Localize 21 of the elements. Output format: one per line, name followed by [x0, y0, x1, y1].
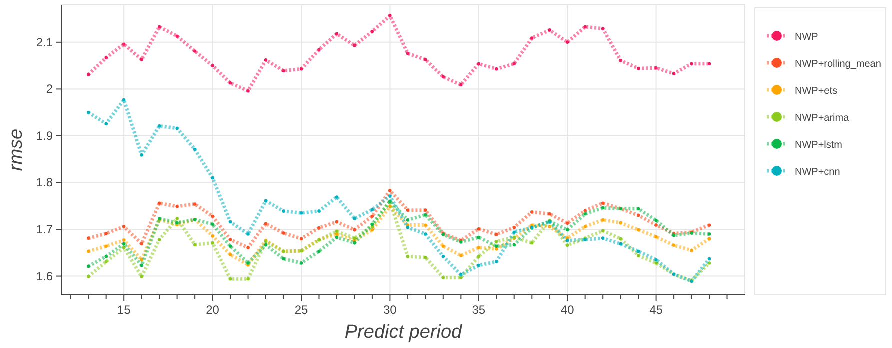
x-tick-label: 20 [206, 303, 220, 317]
legend-label: NWP+cnn [795, 167, 840, 178]
x-tick-label: 25 [294, 303, 308, 317]
y-tick-label: 1.6 [36, 269, 54, 284]
x-tick-label: 30 [384, 303, 398, 317]
legend-label: NWP+lstm [795, 140, 842, 151]
y-tick-label: 1.9 [36, 128, 54, 143]
x-tick-label: 40 [560, 303, 575, 317]
x-axis-title: Predict period [344, 322, 464, 343]
y-tick-label: 1.8 [36, 176, 54, 190]
y-tick-label: 2 [46, 82, 54, 96]
y-tick-label: 1.7 [36, 222, 54, 237]
x-tick-label: 15 [117, 303, 132, 317]
legend-label: NWP+arima [795, 113, 850, 124]
y-axis-title: rmse [6, 128, 27, 172]
x-tick-label: 45 [650, 303, 664, 317]
legend-label: NWP+rolling_mean [795, 59, 882, 70]
y-tick-label: 2.1 [36, 35, 54, 50]
legend-label: NWP [795, 32, 819, 43]
legend-label: NWP+ets [795, 86, 838, 97]
x-tick-label: 35 [472, 303, 486, 317]
